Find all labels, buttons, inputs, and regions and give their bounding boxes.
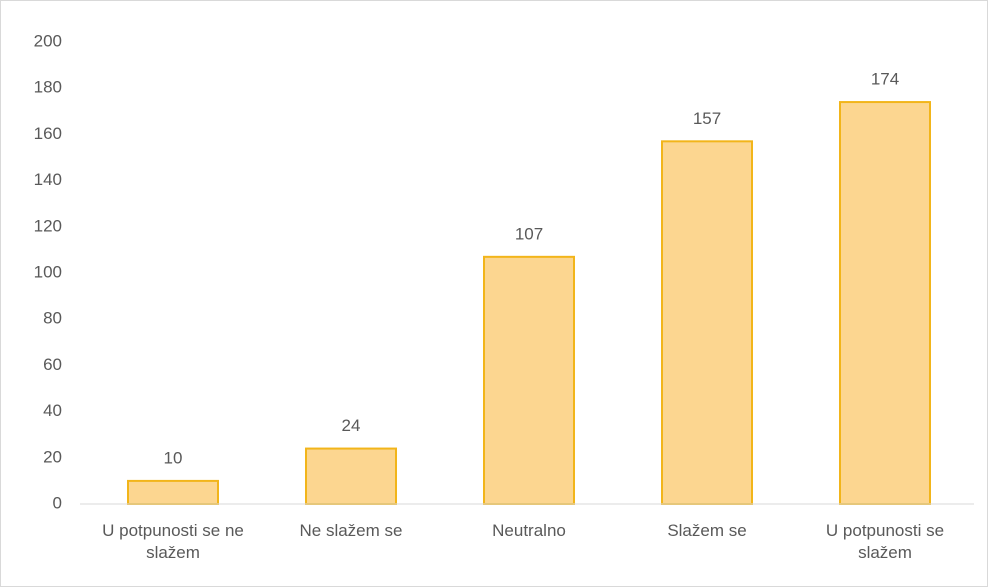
bar — [127, 479, 219, 505]
data-label: 107 — [515, 224, 543, 243]
bar — [661, 140, 753, 506]
y-tick-label: 20 — [43, 447, 62, 466]
y-tick-label: 0 — [53, 493, 62, 512]
x-tick-label: Neutralno — [492, 521, 566, 540]
y-tick-label: 60 — [43, 355, 62, 374]
bar — [839, 101, 931, 505]
data-label: 174 — [871, 70, 899, 89]
y-tick-label: 120 — [34, 216, 62, 235]
y-tick-label: 100 — [34, 262, 62, 281]
x-tick-label: U potpunosti se slažem — [825, 521, 945, 562]
y-tick-label: 180 — [34, 78, 62, 97]
x-tick-label: Ne slažem se — [299, 521, 403, 540]
bar — [305, 447, 397, 505]
data-label: 10 — [164, 448, 183, 467]
data-label: 24 — [342, 416, 361, 435]
y-tick-label: 140 — [34, 170, 62, 189]
x-tick-label: U potpunosti se ne slažem — [102, 521, 244, 562]
y-tick-label: 200 — [34, 31, 62, 50]
data-label: 157 — [693, 109, 721, 128]
x-tick-label: Slažem se — [667, 521, 747, 540]
y-tick-label: 40 — [43, 401, 62, 420]
y-tick-label: 160 — [34, 124, 62, 143]
bar — [483, 255, 575, 505]
y-tick-label: 80 — [43, 309, 62, 328]
